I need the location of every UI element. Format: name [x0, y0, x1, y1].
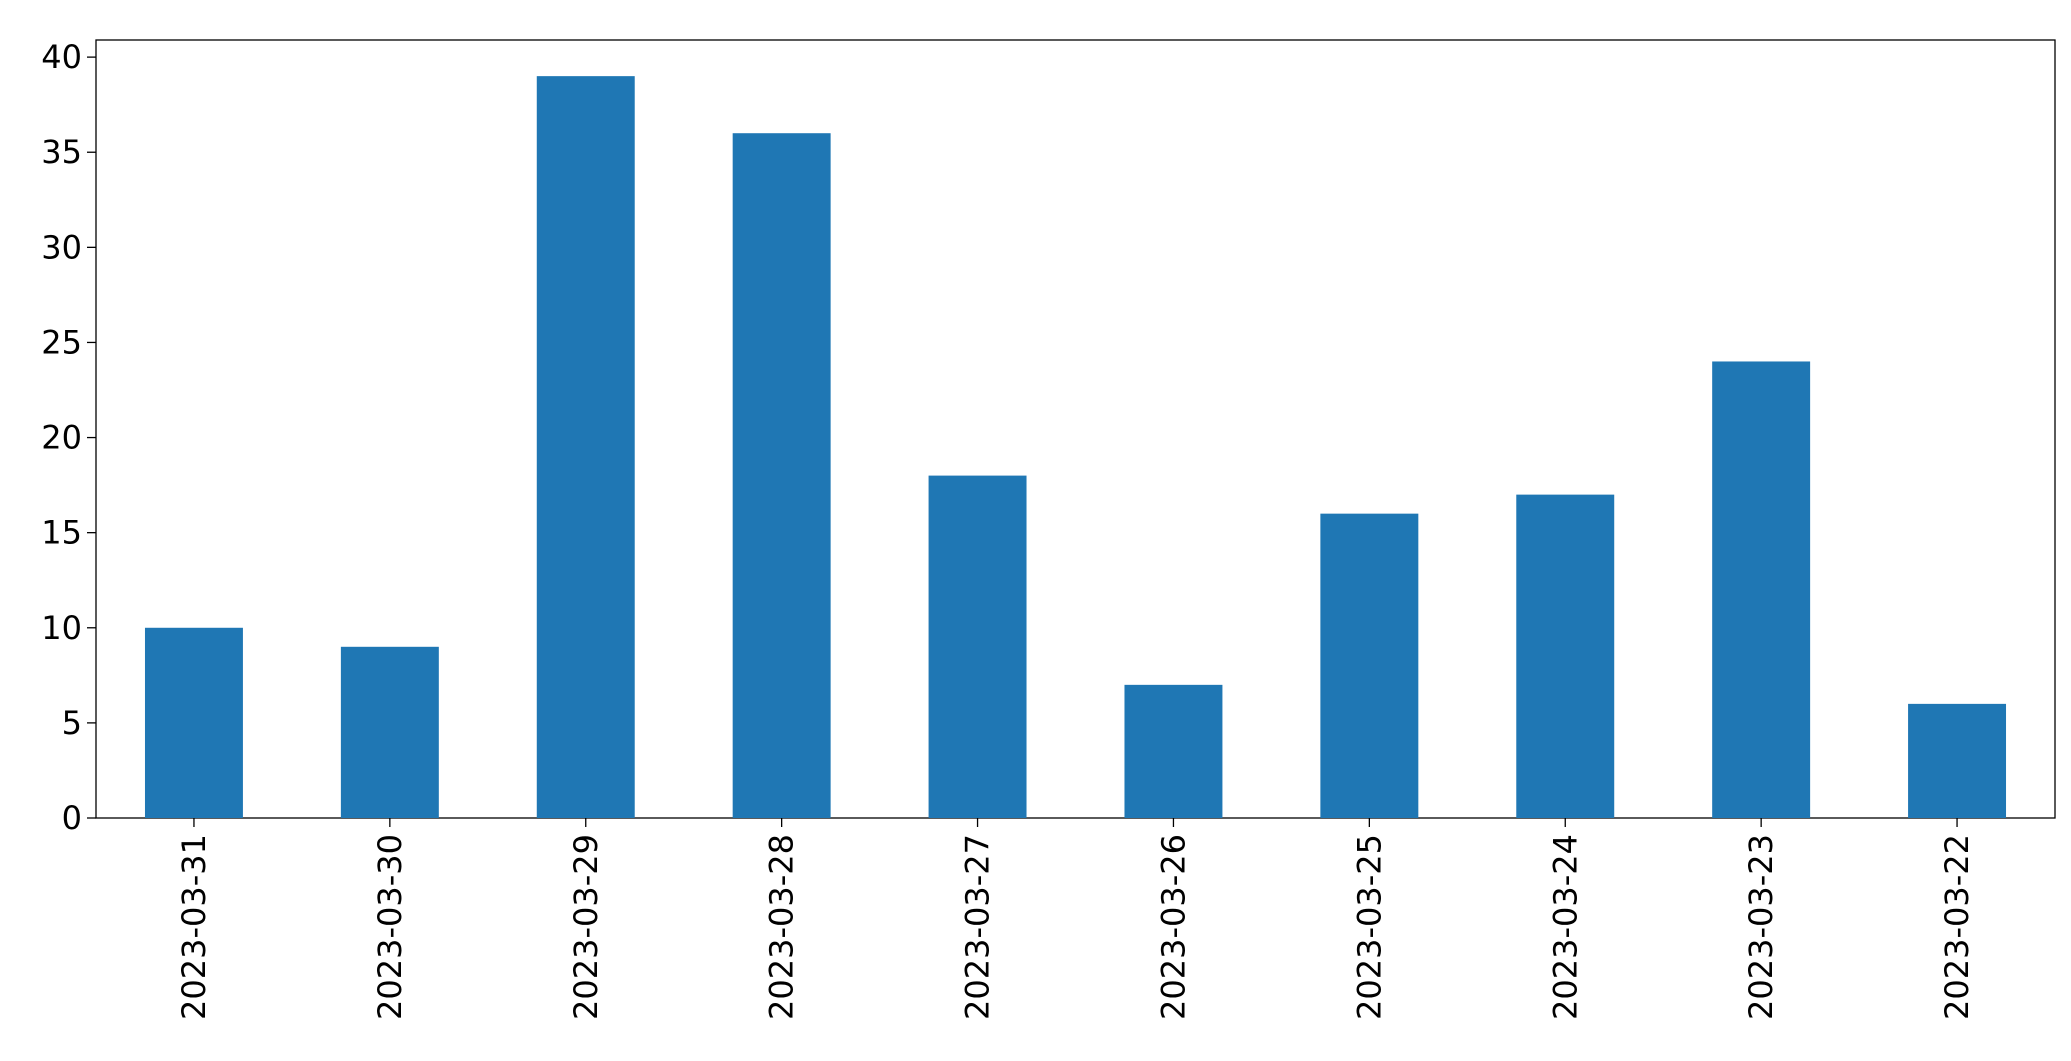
y-tick-label: 40	[41, 38, 82, 76]
bar	[1908, 703, 2007, 818]
x-tick-label: 2023-03-25	[1350, 834, 1388, 1020]
x-tick-label: 2023-03-29	[567, 834, 605, 1020]
y-tick-label: 20	[41, 419, 82, 457]
bar	[340, 646, 439, 818]
bar	[928, 475, 1027, 818]
x-tick-label: 2023-03-30	[371, 834, 409, 1020]
y-tick-label: 15	[41, 514, 82, 552]
y-tick-label: 30	[41, 228, 82, 266]
bar	[732, 133, 831, 818]
bar	[1124, 684, 1223, 818]
x-tick-label: 2023-03-28	[763, 834, 801, 1020]
x-tick-label: 2023-03-27	[959, 834, 997, 1020]
x-tick-label: 2023-03-22	[1938, 834, 1976, 1020]
bar	[536, 76, 635, 819]
bar	[1516, 494, 1615, 818]
x-tick-label: 2023-03-24	[1546, 834, 1584, 1020]
bar	[144, 627, 243, 818]
y-tick-label: 5	[62, 704, 82, 742]
bar	[1320, 513, 1419, 818]
x-tick-label: 2023-03-23	[1742, 834, 1780, 1020]
plot-frame	[95, 39, 2056, 819]
bar	[1712, 361, 1811, 818]
x-tick-label: 2023-03-31	[175, 834, 213, 1020]
x-tick-label: 2023-03-26	[1154, 834, 1192, 1020]
y-tick-label: 35	[41, 133, 82, 171]
y-tick-label: 25	[41, 323, 82, 361]
y-tick-label: 0	[62, 799, 82, 837]
y-tick-label: 10	[41, 609, 82, 647]
